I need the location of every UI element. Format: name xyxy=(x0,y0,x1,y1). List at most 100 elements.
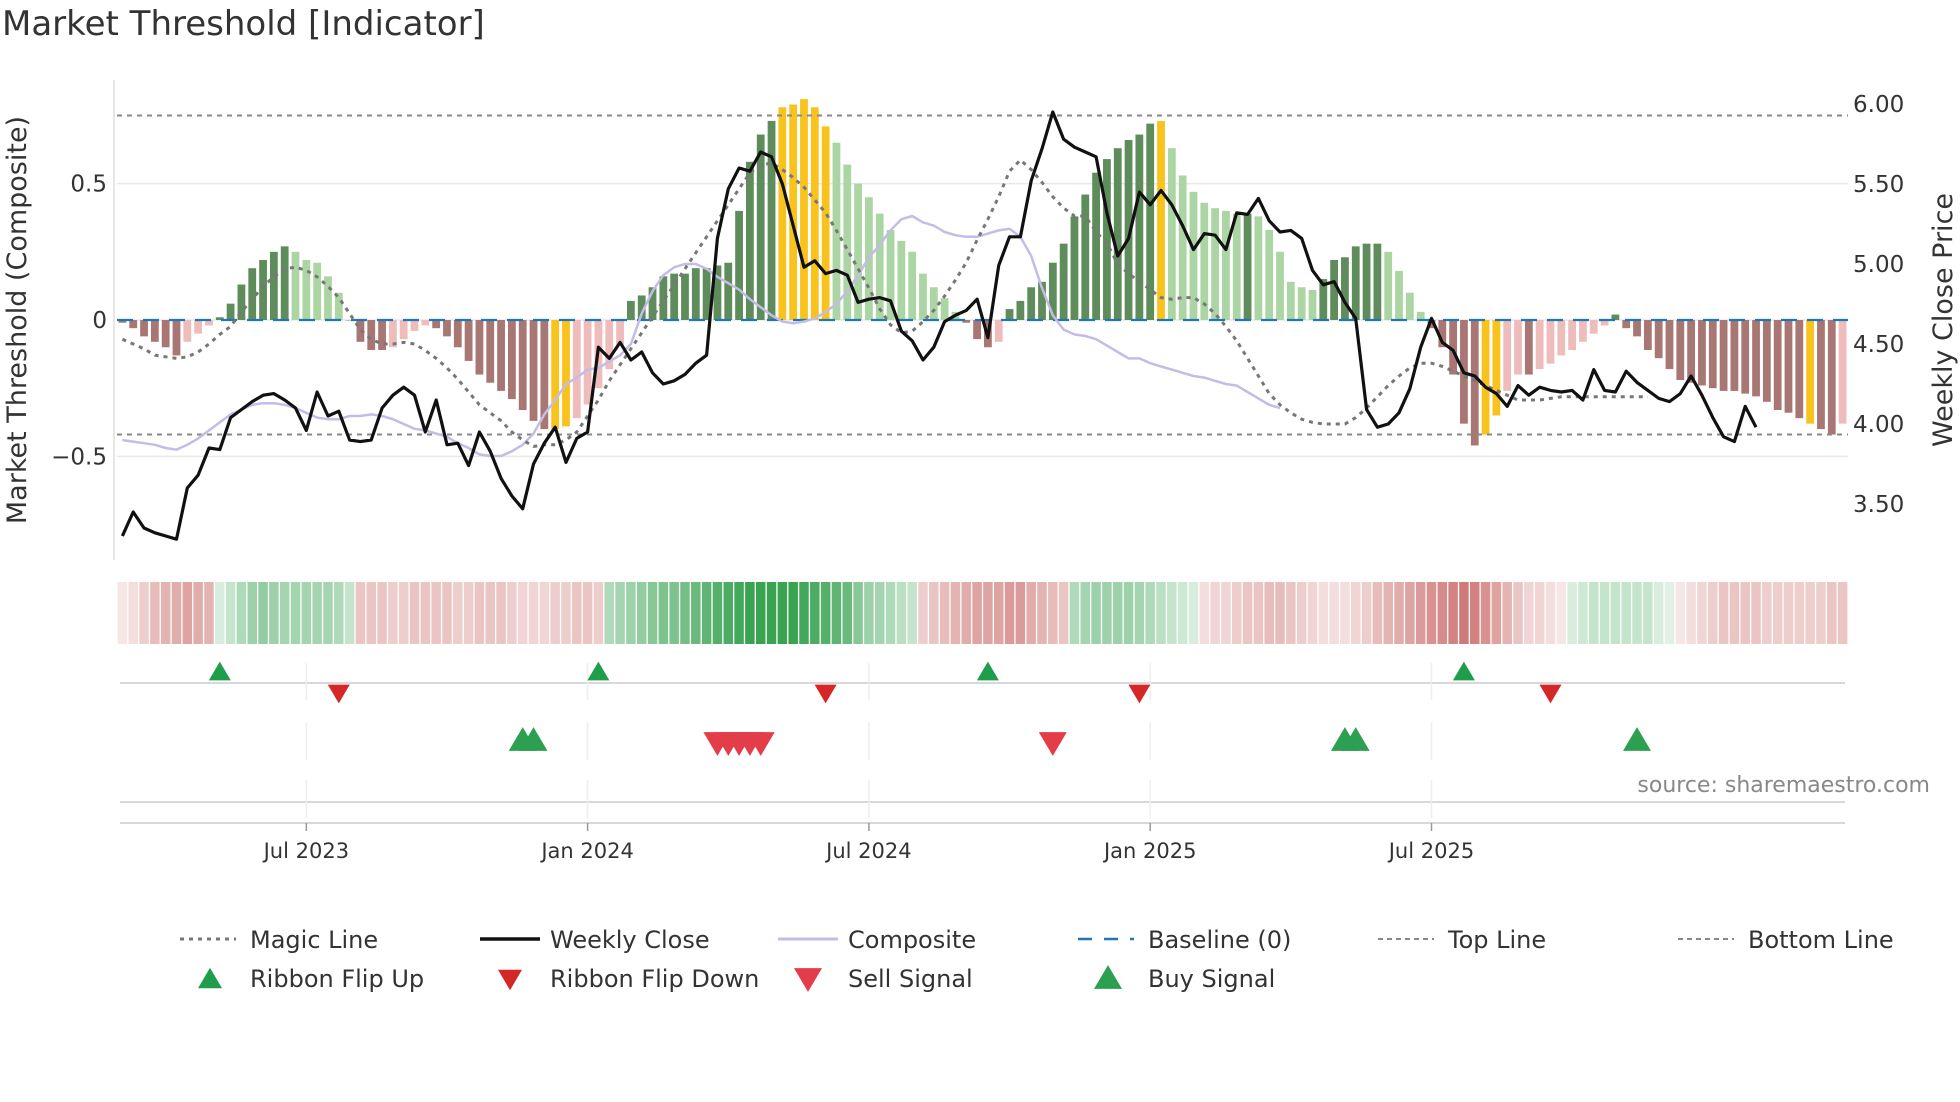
ribbon-cell xyxy=(582,582,593,644)
right-tick-label: 4.50 xyxy=(1853,332,1904,358)
ribbon-cell xyxy=(712,582,723,644)
legend-swatch-flip-up xyxy=(198,967,222,989)
composite-bar xyxy=(194,320,203,334)
composite-bar xyxy=(1384,251,1393,320)
ribbon-cell xyxy=(1653,582,1664,644)
ribbon-cell xyxy=(853,582,863,644)
ribbon-cell xyxy=(1469,582,1480,644)
ribbon-cell xyxy=(820,582,831,644)
composite-bar xyxy=(507,320,516,400)
x-tick-label: Jul 2023 xyxy=(262,839,349,863)
composite-bars xyxy=(118,99,1847,446)
ribbon-cell xyxy=(1231,582,1242,644)
legend: Magic Line Weekly Close Composite Baseline … xyxy=(180,926,1894,993)
ribbon-cell xyxy=(247,582,257,644)
composite-bar xyxy=(1719,320,1728,391)
ribbon-cell xyxy=(961,582,972,644)
composite-bar xyxy=(1103,159,1111,320)
composite-bar xyxy=(637,295,646,320)
composite-bar xyxy=(854,183,862,320)
ribbon-cell xyxy=(236,582,247,644)
composite-bar xyxy=(259,260,267,320)
ribbon-cell xyxy=(907,582,917,644)
composite-bar xyxy=(562,320,570,427)
ribbon-cell xyxy=(1145,582,1155,644)
composite-bar xyxy=(1211,208,1219,320)
composite-bar xyxy=(659,276,668,320)
composite-bar xyxy=(1643,320,1652,350)
composite-bar xyxy=(1481,320,1490,435)
composite-bar xyxy=(215,317,224,320)
ribbon-cell xyxy=(1686,582,1696,644)
ribbon-cell xyxy=(1805,582,1815,644)
composite-bar xyxy=(1568,320,1577,350)
composite-bar xyxy=(345,320,354,321)
ribbon-cell xyxy=(1697,582,1707,644)
ribbon-cell xyxy=(1556,582,1567,644)
composite-bar xyxy=(810,107,819,320)
left-tick-label: 0.5 xyxy=(70,172,107,198)
composite-bar xyxy=(1665,320,1674,370)
x-tick-label: Jan 2025 xyxy=(1102,839,1197,863)
ribbon-cell xyxy=(1729,582,1740,644)
chart-title: Market Threshold [Indicator] xyxy=(2,4,485,44)
legend-item-top: Top Line xyxy=(1378,926,1546,954)
composite-bar xyxy=(940,298,949,320)
composite-bar xyxy=(1157,120,1165,320)
ribbon-strip xyxy=(117,582,1848,644)
composite-bar xyxy=(1135,134,1144,320)
composite-bar xyxy=(1470,320,1479,446)
magic-line xyxy=(121,157,1648,448)
ribbon-cell xyxy=(1037,582,1047,644)
ribbon-cell xyxy=(680,582,690,644)
composite-bar xyxy=(1167,148,1176,320)
ribbon-cell xyxy=(1513,582,1523,644)
composite-bar xyxy=(1330,260,1339,320)
composite-bar xyxy=(572,320,581,419)
ribbon-cell xyxy=(1827,582,1837,644)
composite-bar xyxy=(1016,300,1025,320)
ribbon-cell xyxy=(1015,582,1026,644)
ribbon-cell xyxy=(1491,582,1502,644)
composite-bar xyxy=(1070,216,1079,320)
ribbon-cell xyxy=(1816,582,1826,644)
composite-bar xyxy=(1081,194,1090,320)
composite-bar xyxy=(1038,281,1046,320)
legend-swatch-flip-down xyxy=(498,969,522,991)
ribbon-cell xyxy=(485,582,496,644)
ribbon-cell xyxy=(766,582,777,644)
ribbon-cell xyxy=(150,582,160,644)
composite-bar xyxy=(1795,320,1804,419)
composite-bar xyxy=(1687,320,1696,383)
ribbon-flip-down-marker xyxy=(327,684,350,704)
composite-bar xyxy=(1676,320,1685,380)
composite-bar xyxy=(908,251,917,320)
composite-bar xyxy=(648,287,657,320)
composite-bar xyxy=(291,251,300,320)
ribbon-cell xyxy=(929,582,939,644)
ribbon-cell xyxy=(1210,582,1220,644)
legend-label: Top Line xyxy=(1447,926,1546,954)
ribbon-cell xyxy=(1307,582,1318,644)
ribbon-cell xyxy=(993,582,1004,644)
ribbon-cell xyxy=(1664,582,1675,644)
ribbon-cell xyxy=(1156,582,1166,644)
ribbon-cell xyxy=(1340,582,1350,644)
ribbon-cell xyxy=(1221,582,1231,644)
composite-bar xyxy=(1048,262,1057,320)
legend-label: Composite xyxy=(848,926,976,954)
ribbon-cell xyxy=(1675,582,1686,644)
composite-bar xyxy=(1243,213,1252,320)
composite-bar xyxy=(421,320,430,326)
composite-bar xyxy=(486,320,495,383)
ribbon-cell xyxy=(1350,582,1361,644)
ribbon-cell xyxy=(831,582,842,644)
composite-bar xyxy=(1416,311,1425,320)
composite-bar xyxy=(1341,257,1349,320)
ribbon-cell xyxy=(691,582,701,644)
composite-bar xyxy=(670,273,679,320)
ribbon-cell xyxy=(1275,582,1285,644)
right-axis-title: Weekly Close Price xyxy=(1928,193,1959,447)
composite-bar xyxy=(172,320,181,356)
ribbon-cell xyxy=(453,582,463,644)
